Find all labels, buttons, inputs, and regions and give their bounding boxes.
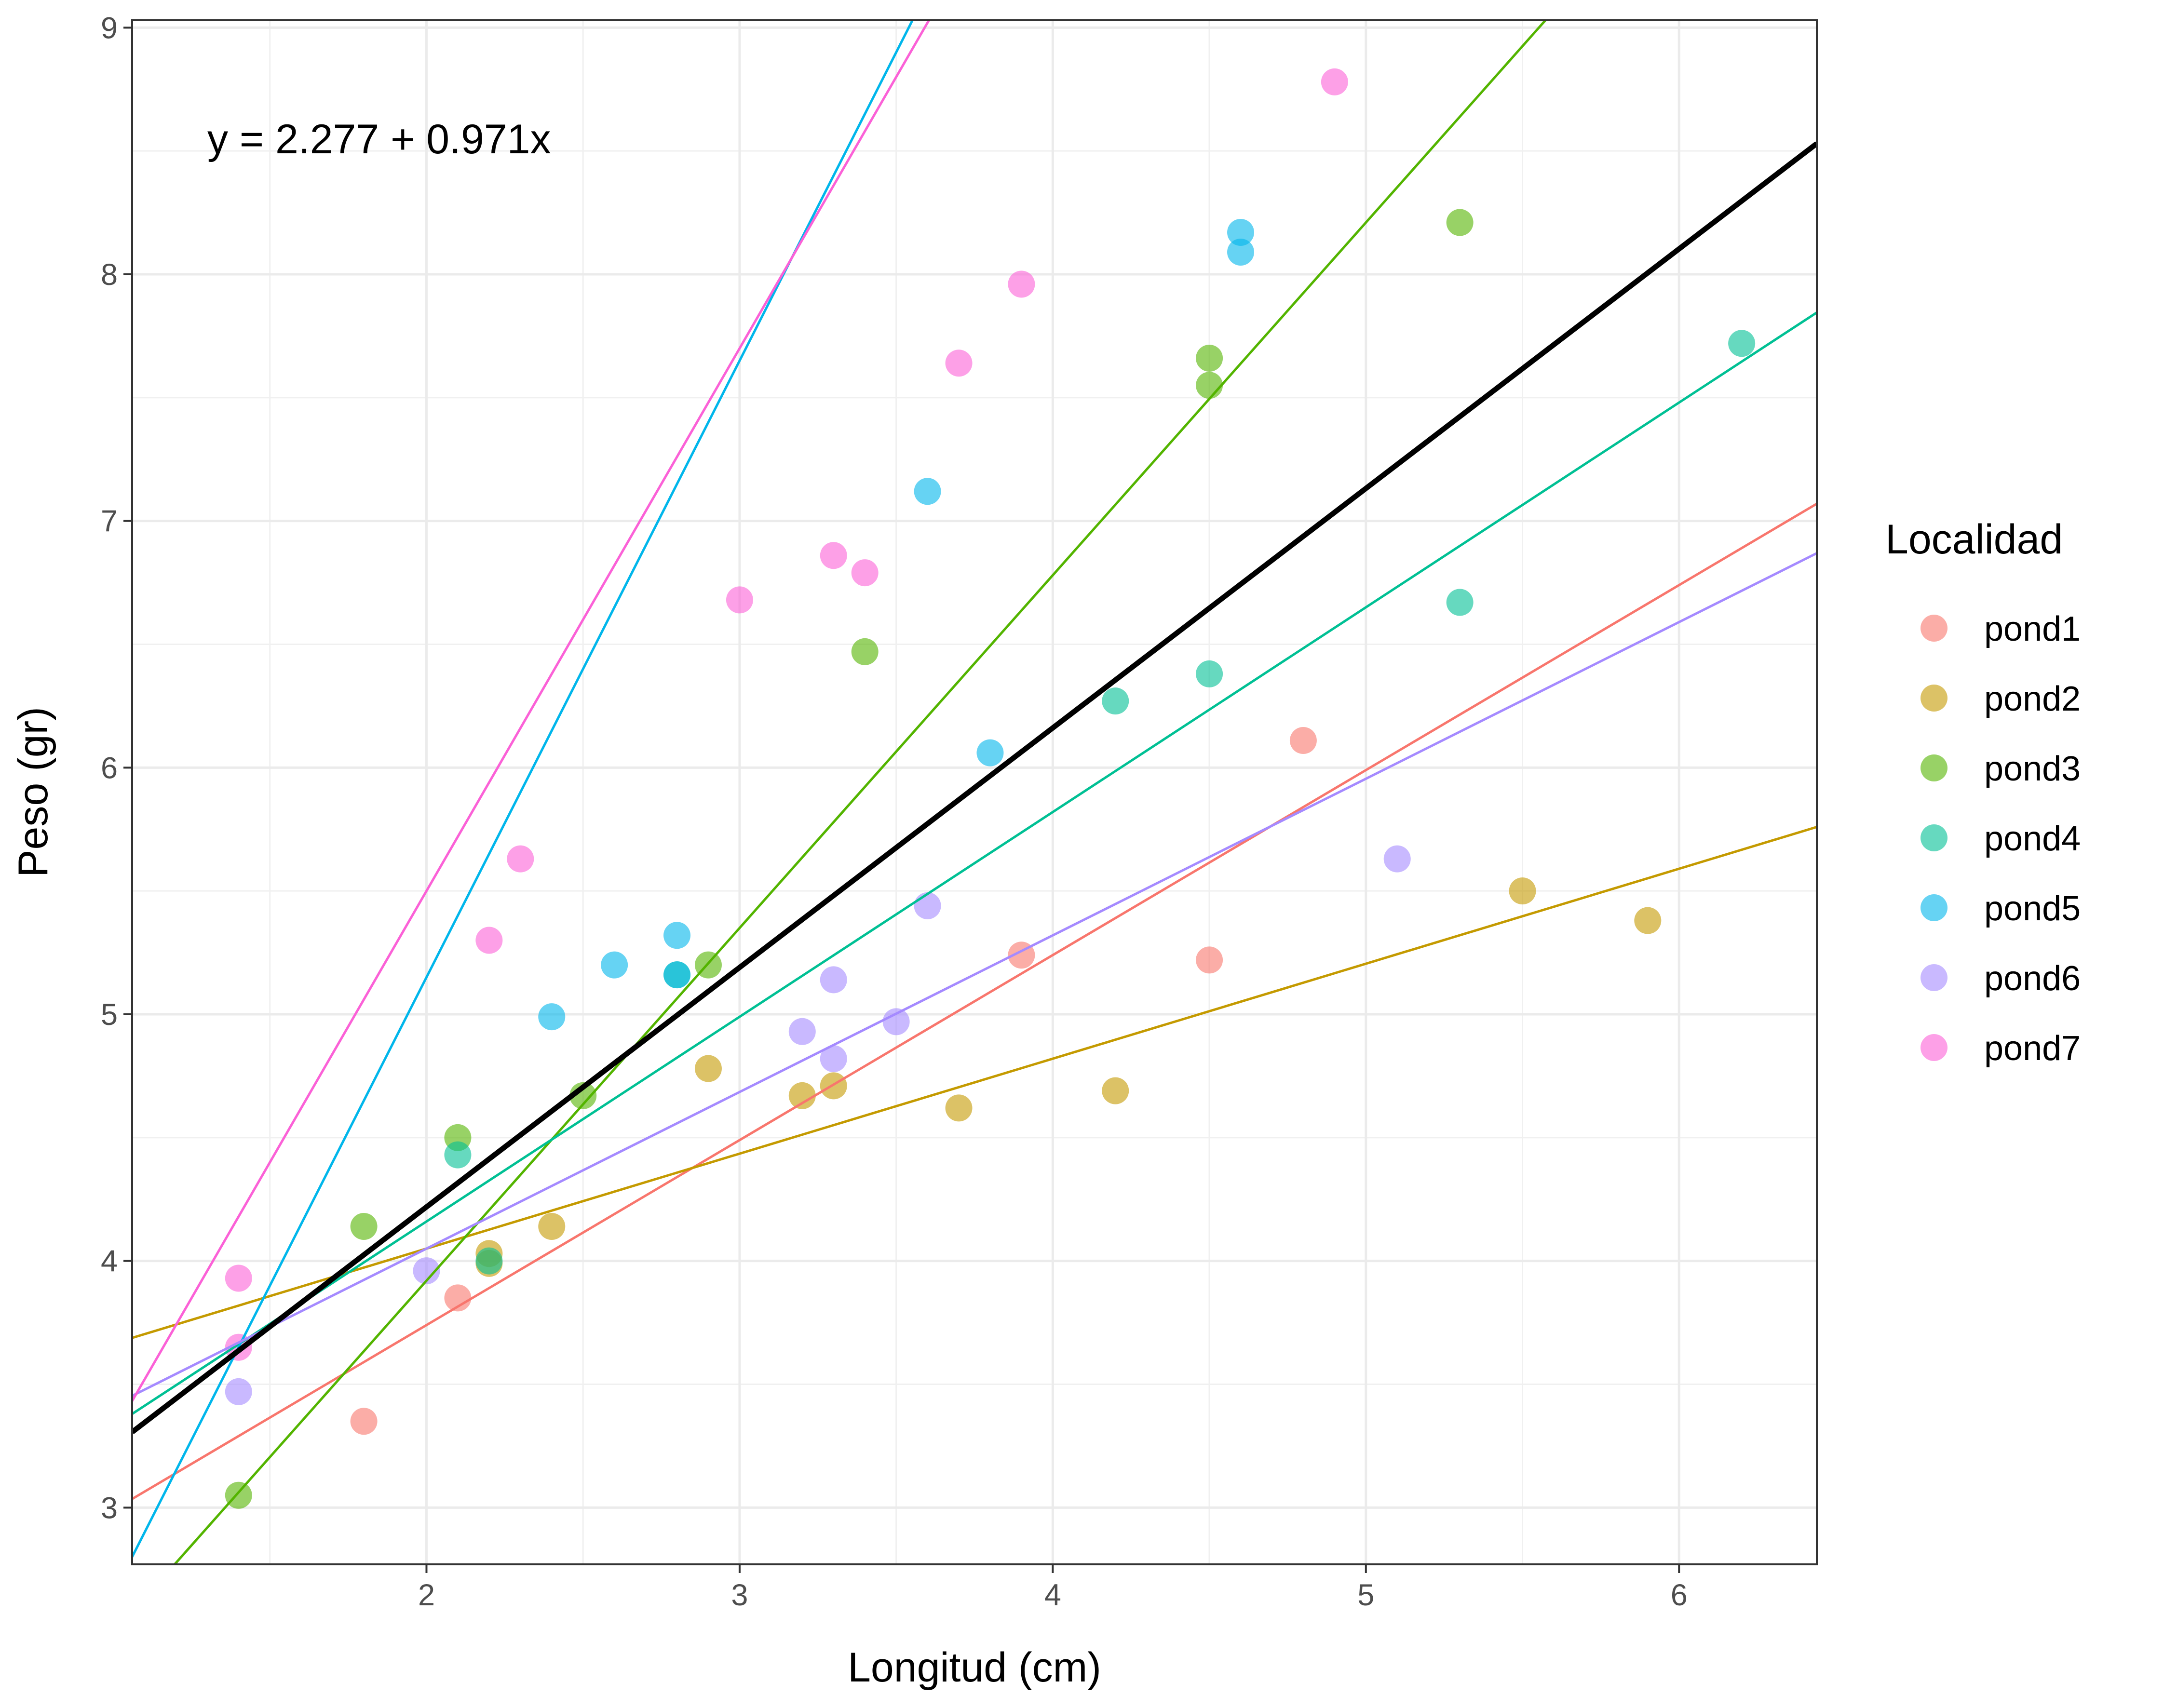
fit-line-pond6 (132, 552, 1817, 1397)
fit-line-pond4 (132, 311, 1817, 1415)
data-point-pond6 (788, 1018, 816, 1045)
data-point-pond5 (601, 951, 628, 979)
x-axis: 2 3 4 5 6 (418, 1564, 1688, 1612)
x-tick-label: 4 (1044, 1578, 1061, 1612)
legend-label-pond3: pond3 (1984, 750, 2081, 788)
data-point-pond5 (1227, 219, 1255, 246)
data-point-pond7 (851, 559, 879, 587)
data-point-pond4 (1196, 660, 1223, 687)
legend-label-pond4: pond4 (1984, 820, 2081, 858)
plot-panel (131, 19, 1818, 1565)
fit-line-pond2 (132, 826, 1817, 1339)
grid-major (132, 20, 1817, 1564)
legend-label-pond7: pond7 (1984, 1029, 2081, 1068)
y-tick-label: 7 (101, 505, 118, 538)
data-point-pond5 (914, 478, 941, 505)
legend-key-pond3 (1921, 754, 1948, 781)
x-tick-label: 2 (418, 1578, 435, 1612)
grid-minor (132, 20, 1817, 1564)
data-point-pond6 (413, 1257, 440, 1285)
data-point-pond2 (694, 1055, 722, 1082)
legend-title: Localidad (1885, 516, 2063, 563)
data-point-pond3 (1446, 209, 1474, 236)
data-point-pond3 (851, 638, 879, 665)
y-axis-title: Peso (gr) (10, 707, 56, 877)
data-point-pond6 (820, 966, 847, 994)
data-point-pond3 (1196, 372, 1223, 399)
legend-key-pond4 (1921, 824, 1948, 851)
fit-line-pond1 (132, 502, 1817, 1500)
x-tick-label: 5 (1357, 1578, 1374, 1612)
data-point-pond5 (538, 1003, 566, 1031)
legend-label-pond1: pond1 (1984, 610, 2081, 648)
data-point-pond6 (882, 1008, 910, 1036)
y-tick-label: 5 (101, 998, 118, 1032)
data-point-pond6 (225, 1378, 252, 1405)
y-axis: 3 4 5 6 7 8 9 (101, 11, 132, 1525)
y-tick-label: 6 (101, 751, 118, 785)
data-point-pond5 (976, 739, 1004, 767)
legend-items: pond1 pond2 pond3 pond4 pond5 pond6 pond7 (1921, 610, 2081, 1068)
data-point-pond1 (444, 1284, 472, 1312)
x-tick-label: 6 (1671, 1578, 1688, 1612)
data-point-pond7 (475, 927, 503, 954)
data-point-pond4 (1728, 330, 1756, 357)
legend-label-pond5: pond5 (1984, 889, 2081, 928)
data-point-pond1 (1196, 946, 1223, 974)
legend-key-pond2 (1921, 685, 1948, 712)
y-tick-label: 3 (101, 1491, 118, 1525)
legend-key-pond6 (1921, 964, 1948, 991)
legend-key-pond7 (1921, 1034, 1948, 1061)
y-tick-label: 9 (101, 11, 118, 45)
legend-key-pond1 (1921, 615, 1948, 642)
series-fit-lines (132, 20, 1817, 1564)
data-point-pond2 (788, 1082, 816, 1109)
data-point-pond7 (225, 1264, 252, 1292)
data-point-pond4 (1102, 687, 1129, 715)
annotation-equation: y = 2.277 + 0.971x (207, 116, 551, 162)
data-point-pond3 (225, 1481, 252, 1509)
data-point-pond7 (507, 845, 534, 873)
data-point-pond4 (444, 1141, 472, 1169)
data-point-pond1 (1289, 727, 1317, 754)
fit-line-pond3 (173, 20, 1547, 1564)
plot-border (131, 19, 1818, 1565)
data-point-pond4 (1446, 589, 1474, 616)
overall-fit-line (132, 141, 1817, 1434)
data-point-pond2 (1634, 907, 1662, 934)
data-point-pond7 (1008, 270, 1035, 298)
data-point-pond3 (350, 1213, 378, 1240)
y-tick-label: 8 (101, 258, 118, 292)
data-point-pond4 (475, 1247, 503, 1275)
data-point-pond7 (1321, 68, 1348, 95)
x-axis-title: Longitud (cm) (848, 1644, 1101, 1691)
x-tick-label: 3 (731, 1578, 748, 1612)
data-point-pond6 (914, 892, 941, 919)
data-point-pond7 (945, 350, 973, 377)
data-point-pond2 (945, 1094, 973, 1122)
legend: Localidad pond1 pond2 pond3 pond4 pond5 pond6… (1885, 516, 2081, 1068)
data-point-pond5 (1227, 238, 1255, 266)
fit-line-pond5 (132, 20, 914, 1558)
data-point-pond6 (820, 1045, 847, 1073)
data-point-pond2 (538, 1213, 566, 1240)
data-point-pond6 (1383, 845, 1411, 873)
data-point-pond7 (726, 586, 753, 614)
data-point-pond3 (1196, 344, 1223, 372)
data-point-pond2 (1509, 877, 1536, 905)
data-point-pond5 (663, 961, 691, 989)
data-point-pond1 (350, 1408, 378, 1435)
data-point-pond2 (1102, 1077, 1129, 1104)
legend-label-pond2: pond2 (1984, 680, 2081, 718)
y-tick-label: 4 (101, 1245, 118, 1278)
data-point-pond5 (663, 922, 691, 949)
data-point-pond7 (820, 542, 847, 569)
data-point-pond3 (569, 1082, 597, 1109)
fit-line-pond7 (132, 20, 931, 1402)
legend-label-pond6: pond6 (1984, 959, 2081, 998)
legend-key-pond5 (1921, 894, 1948, 921)
